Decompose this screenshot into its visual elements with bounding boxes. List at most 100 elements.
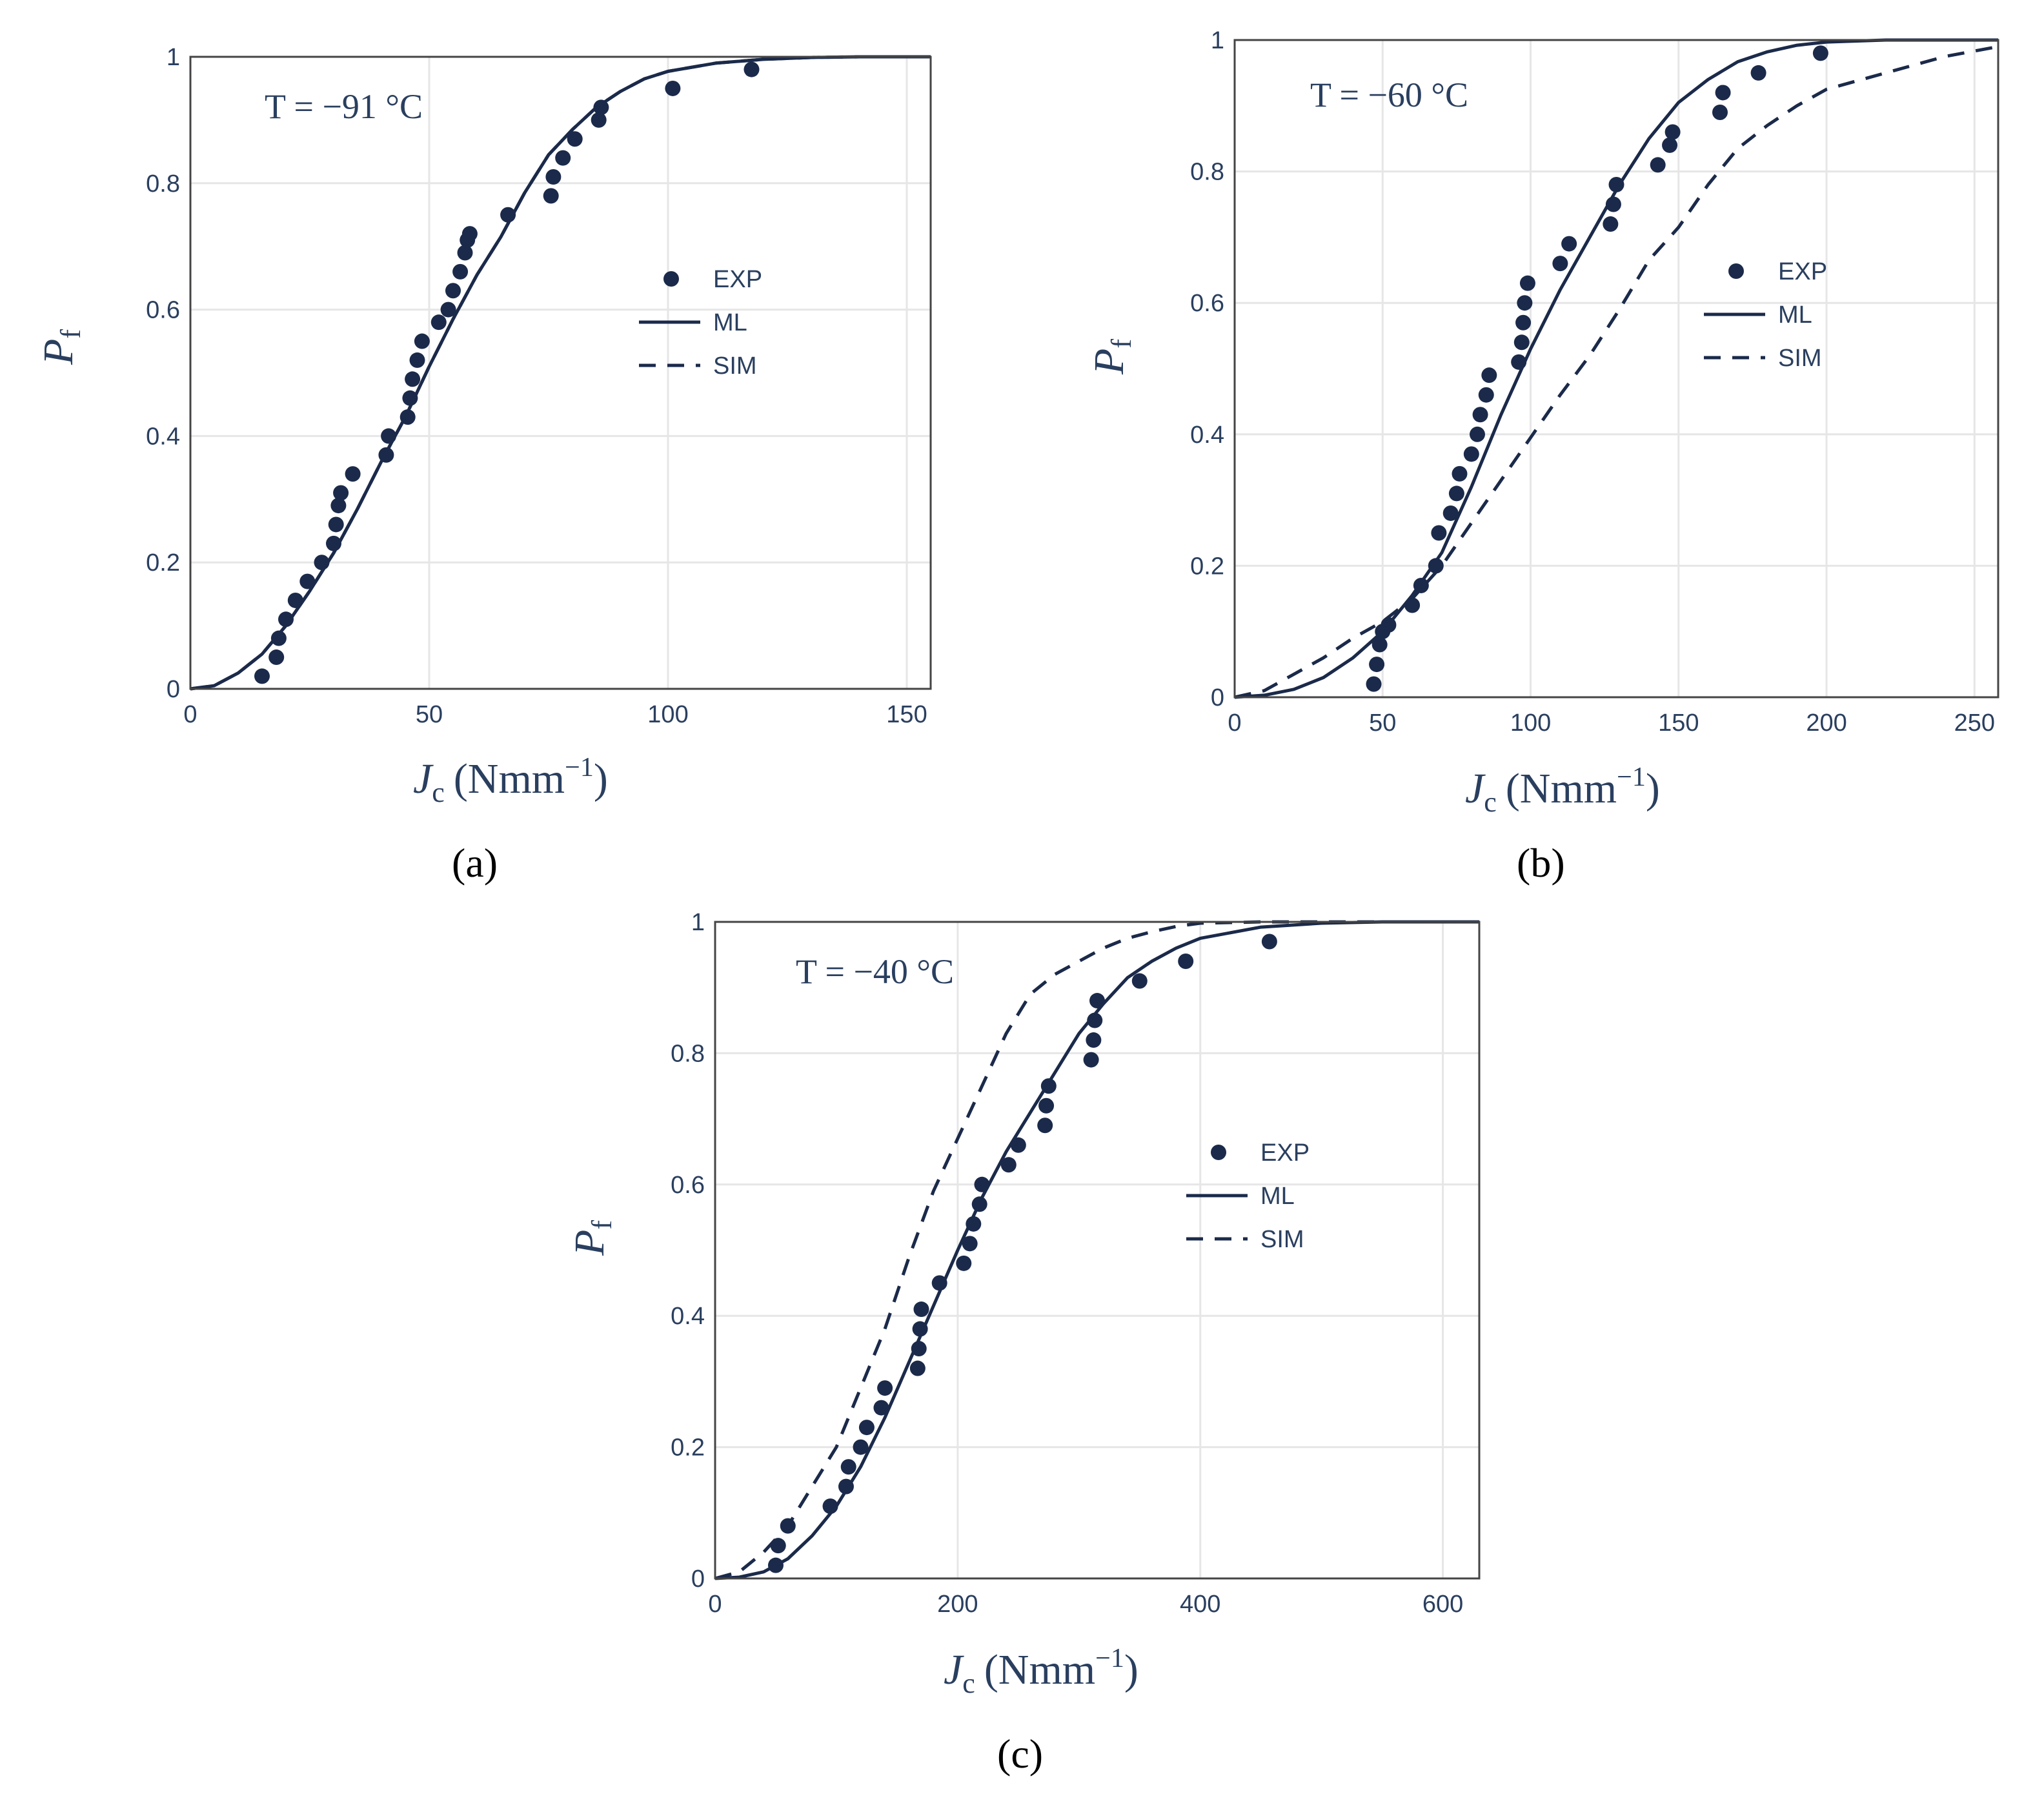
legend-label: SIM <box>1778 345 1822 372</box>
exp-data-point <box>665 80 681 96</box>
x-axis-title-sub: c <box>432 777 445 808</box>
y-axis-title-main: P <box>566 1230 613 1256</box>
ml-curve <box>1234 38 1998 699</box>
x-axis-title-sub: c <box>962 1668 975 1699</box>
exp-data-point <box>873 1400 889 1416</box>
exp-data-point <box>1083 1052 1099 1068</box>
exp-data-point <box>268 649 285 666</box>
legend-label: EXP <box>713 266 762 293</box>
sim-curve <box>190 55 931 691</box>
y-axis-title-main: P <box>1086 349 1133 375</box>
y-axis-title-sub: f <box>586 1220 618 1230</box>
exp-data-point <box>1662 137 1678 153</box>
y-axis-title: Pf <box>1086 339 1137 375</box>
exp-data-point <box>278 611 294 628</box>
x-tick-label: 150 <box>1658 709 1699 737</box>
sim-curve <box>1234 45 1999 699</box>
plot-frame <box>1233 39 1999 699</box>
temperature-label: T = −91 °C <box>265 87 423 126</box>
legend-label: ML <box>1260 1183 1295 1210</box>
x-tick-label: 0 <box>183 701 197 728</box>
y-axis-title: Pf <box>35 329 86 365</box>
exp-data-point <box>877 1380 893 1396</box>
exp-data-point <box>445 283 461 299</box>
plot-area: 0 200 400 600 0 0.2 0.4 0.6 0.8 1 EXP ML SIM <box>671 909 1481 1618</box>
exp-data-point <box>1448 485 1464 502</box>
exp-data-point <box>440 301 456 318</box>
exp-data-point <box>1750 65 1766 81</box>
legend-label: SIM <box>1260 1226 1304 1253</box>
y-tick-label: 1 <box>167 44 180 71</box>
temperature-label: T = −60 °C <box>1310 76 1468 114</box>
y-tick-label: 0 <box>167 676 180 703</box>
legend: EXP ML SIM <box>1186 1139 1310 1253</box>
exp-data-point <box>956 1255 972 1271</box>
legend-label: SIM <box>713 352 757 380</box>
exp-data-point <box>333 485 349 501</box>
y-tick-label: 0 <box>691 1566 705 1593</box>
x-tick-label: 400 <box>1180 1591 1220 1618</box>
exp-data-point <box>1513 334 1530 351</box>
exp-data-point <box>543 188 559 204</box>
y-tick-label: 0.4 <box>671 1303 705 1330</box>
exp-data-point <box>858 1420 875 1436</box>
x-axis-title-exponent: −1 <box>1095 1644 1124 1673</box>
exp-data-point <box>853 1439 869 1455</box>
x-axis-title-close: ) <box>594 755 608 802</box>
exp-data-point <box>1650 157 1666 173</box>
y-tick-label: 0 <box>1211 684 1224 711</box>
exp-data-point <box>1261 934 1277 950</box>
exp-data-point <box>254 668 270 684</box>
panel-label: (c) <box>997 1731 1043 1777</box>
exp-data-point <box>1472 407 1488 423</box>
exp-data-point <box>962 1236 978 1252</box>
exp-data-point <box>1469 426 1485 442</box>
exp-data-point <box>1452 465 1468 482</box>
exp-data-point <box>1038 1097 1055 1114</box>
y-axis-title: Pf <box>566 1220 618 1256</box>
exp-data-point <box>345 466 361 482</box>
y-tick-label: 0.8 <box>146 170 180 198</box>
x-axis-title-unit: (Nmm <box>984 1646 1095 1693</box>
x-axis-title-unit: (Nmm <box>454 755 565 802</box>
exp-data-point <box>299 573 316 589</box>
x-axis-title-exponent: −1 <box>1617 762 1646 792</box>
exp-data-point <box>1481 367 1497 383</box>
y-tick-label: 1 <box>1211 27 1224 54</box>
exp-data-point <box>1442 505 1459 521</box>
y-tick-label: 0.8 <box>671 1040 705 1067</box>
chart-panel-b: 0 50 100 150 200 250 0 0.2 0.4 0.6 0.8 1 EXP ML SIM T … <box>1086 27 1999 886</box>
exp-data-point <box>913 1301 929 1318</box>
exp-data-point <box>1431 525 1447 541</box>
exp-data-point <box>1561 236 1577 252</box>
y-tick-label: 0.2 <box>671 1434 705 1462</box>
plot-frame <box>189 56 932 690</box>
exp-data-point <box>1428 558 1444 574</box>
panel-label: (b) <box>1517 840 1565 886</box>
x-tick-label: 0 <box>708 1591 722 1618</box>
x-axis-title-unit: (Nmm <box>1506 765 1617 812</box>
x-axis-title-close: ) <box>1124 1646 1138 1693</box>
y-axis-title-sub: f <box>1106 339 1137 349</box>
legend-label: EXP <box>1260 1139 1310 1167</box>
y-tick-label: 1 <box>691 909 705 936</box>
exp-data-point <box>1519 275 1535 291</box>
x-tick-label: 50 <box>1369 709 1396 737</box>
x-tick-label: 600 <box>1422 1591 1463 1618</box>
legend-marker-exp <box>663 271 679 287</box>
legend: EXP ML SIM <box>1704 258 1827 372</box>
exp-data-point <box>1517 295 1533 311</box>
x-axis-title-main: J <box>1465 765 1486 812</box>
exp-data-point <box>555 150 571 166</box>
legend-label: EXP <box>1778 258 1827 285</box>
exp-data-point <box>567 131 583 147</box>
exp-data-point <box>545 169 562 185</box>
chart-panel-a: 0 50 100 150 0 0.2 0.4 0.6 0.8 1 EXP ML SIM T = −91 … <box>35 44 932 886</box>
y-axis-title-main: P <box>35 339 82 365</box>
exp-data-point <box>328 516 344 533</box>
exp-data-point <box>1715 85 1731 101</box>
exp-data-point <box>405 371 421 387</box>
x-axis-title: Jc (Nmm−1) <box>1465 762 1660 818</box>
exp-data-point <box>591 112 607 128</box>
